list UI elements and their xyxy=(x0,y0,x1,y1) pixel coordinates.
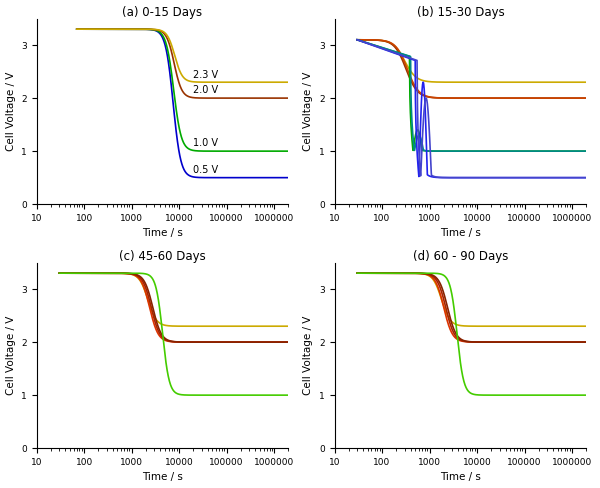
Title: (d) 60 - 90 Days: (d) 60 - 90 Days xyxy=(413,249,508,263)
Y-axis label: Cell Voltage / V: Cell Voltage / V xyxy=(304,316,313,395)
Title: (a) 0-15 Days: (a) 0-15 Days xyxy=(122,5,203,19)
X-axis label: Time / s: Time / s xyxy=(440,228,481,239)
X-axis label: Time / s: Time / s xyxy=(440,472,481,483)
Text: 0.5 V: 0.5 V xyxy=(193,165,218,175)
Text: 2.0 V: 2.0 V xyxy=(193,85,218,96)
Title: (c) 45-60 Days: (c) 45-60 Days xyxy=(119,249,206,263)
Title: (b) 15-30 Days: (b) 15-30 Days xyxy=(416,5,504,19)
Y-axis label: Cell Voltage / V: Cell Voltage / V xyxy=(304,72,313,151)
Y-axis label: Cell Voltage / V: Cell Voltage / V xyxy=(5,72,16,151)
Y-axis label: Cell Voltage / V: Cell Voltage / V xyxy=(5,316,16,395)
X-axis label: Time / s: Time / s xyxy=(142,228,183,239)
Text: 1.0 V: 1.0 V xyxy=(193,139,218,148)
Text: 2.3 V: 2.3 V xyxy=(193,70,218,80)
X-axis label: Time / s: Time / s xyxy=(142,472,183,483)
